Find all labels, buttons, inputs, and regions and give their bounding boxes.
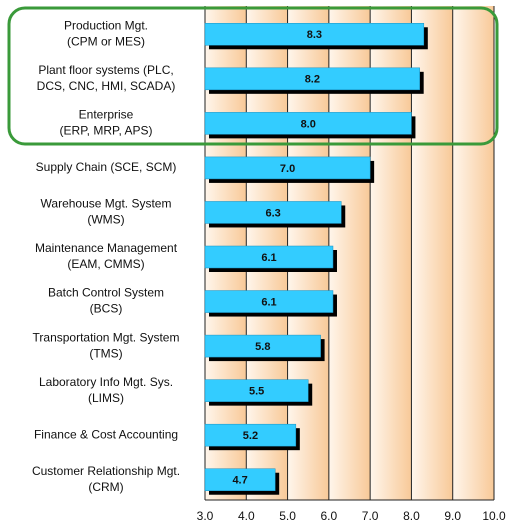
bar xyxy=(204,334,321,358)
category-label: Supply Chain (SCE, SCM) xyxy=(36,160,177,174)
category-label: (LIMS) xyxy=(88,391,124,405)
category-label: (WMS) xyxy=(87,213,124,227)
category-label: Transportation Mgt. System xyxy=(33,330,180,344)
x-tick-label: 7.0 xyxy=(362,509,379,523)
highlight-box xyxy=(7,6,499,146)
x-tick-label: 10.0 xyxy=(482,509,506,523)
bar xyxy=(204,201,342,224)
category-label: Finance & Cost Accounting xyxy=(34,427,178,441)
bar xyxy=(204,23,425,46)
x-tick-label: 5.0 xyxy=(279,509,296,523)
bar xyxy=(204,379,309,402)
value-label: 8.0 xyxy=(301,118,316,130)
band xyxy=(452,6,494,500)
value-label: 6.3 xyxy=(265,207,280,219)
category-label: Maintenance Management xyxy=(35,241,178,255)
bar xyxy=(204,468,276,491)
value-label: 7.0 xyxy=(280,163,295,175)
bar xyxy=(204,156,371,180)
category-label: Plant floor systems (PLC, xyxy=(38,63,173,77)
bar xyxy=(204,290,334,313)
x-tick-label: 9.0 xyxy=(444,509,461,523)
category-label: Batch Control System xyxy=(48,286,164,300)
bar xyxy=(204,67,420,91)
category-label: Production Mgt. xyxy=(64,18,148,32)
x-tick-label: 8.0 xyxy=(403,509,420,523)
value-label: 6.1 xyxy=(261,252,276,264)
x-tick-label: 3.0 xyxy=(197,509,214,523)
category-label: (CPM or MES) xyxy=(67,34,145,48)
category-label: (ERP, MRP, APS) xyxy=(60,124,153,138)
category-label: (BCS) xyxy=(90,302,123,316)
bar xyxy=(204,245,334,269)
value-label: 5.2 xyxy=(243,430,258,442)
category-label: (EAM, CMMS) xyxy=(67,257,144,271)
x-tick-label: 4.0 xyxy=(238,509,255,523)
value-label: 5.5 xyxy=(249,386,264,398)
category-label: DCS, CNC, HMI, SCADA) xyxy=(37,79,176,93)
value-label: 6.1 xyxy=(261,296,276,308)
bar xyxy=(204,423,297,447)
category-label: Enterprise xyxy=(79,108,134,122)
bar xyxy=(204,112,412,135)
category-label: Laboratory Info Mgt. Sys. xyxy=(39,375,173,389)
x-tick-label: 6.0 xyxy=(321,509,338,523)
value-label: 8.3 xyxy=(307,29,322,41)
category-label: (CRM) xyxy=(88,480,123,494)
category-label: (TMS) xyxy=(89,346,122,360)
value-label: 8.2 xyxy=(305,74,320,86)
category-label: Customer Relationship Mgt. xyxy=(32,464,180,478)
category-label: Warehouse Mgt. System xyxy=(41,197,172,211)
value-label: 4.7 xyxy=(232,475,247,487)
value-label: 5.8 xyxy=(255,341,270,353)
